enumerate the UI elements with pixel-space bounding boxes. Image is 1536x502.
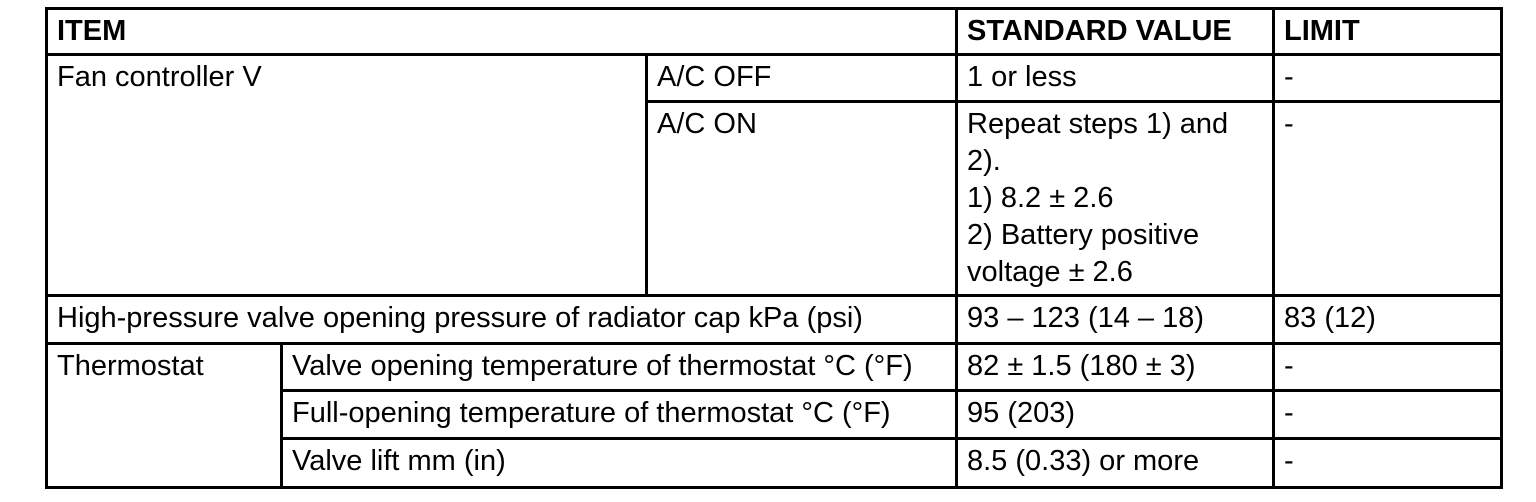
cell-thermostat-valve-opening-standard-value: 82 ± 1.5 (180 ± 3) <box>955 342 1275 392</box>
cell-thermostat-valve-lift-limit: - <box>1272 437 1503 489</box>
table-row-fan-controller-ac-off: Fan controller V A/C OFF 1 or less - <box>45 53 1503 297</box>
header-standard-value: STANDARD VALUE <box>955 7 1275 56</box>
header-item: ITEM <box>45 7 958 56</box>
cell-thermostat-item: Thermostat <box>45 342 283 489</box>
specification-table: ITEM STANDARD VALUE LIMIT Fan controller… <box>45 7 1503 489</box>
cell-thermostat-full-opening-standard-value: 95 (203) <box>955 389 1275 440</box>
cell-fan-controller-ac-off-standard-value: 1 or less <box>955 53 1275 103</box>
table-row-thermostat-valve-lift: Valve lift mm (in) 8.5 (0.33) or more - <box>47 437 1503 489</box>
cell-fan-controller-ac-on-standard-value: Repeat steps 1) and 2). 1) 8.2 ± 2.6 2) … <box>955 100 1275 297</box>
table-row-radiator-cap: High-pressure valve opening pressure of … <box>45 294 1503 345</box>
cell-radiator-cap-standard-value: 93 – 123 (14 – 18) <box>955 294 1275 345</box>
header-row: ITEM STANDARD VALUE LIMIT <box>45 7 1503 56</box>
cell-thermostat-full-opening-label: Full-opening temperature of thermostat °… <box>280 389 958 440</box>
cell-fan-controller-ac-on-limit: - <box>1272 100 1503 297</box>
cell-fan-controller-condition-ac-off: A/C OFF <box>645 53 958 103</box>
cell-radiator-cap-limit: 83 (12) <box>1272 294 1503 345</box>
cell-thermostat-valve-opening-limit: - <box>1272 342 1503 392</box>
table-row-thermostat-full-opening: Full-opening temperature of thermostat °… <box>47 389 1503 440</box>
cell-fan-controller-item: Fan controller V <box>45 53 648 297</box>
cell-thermostat-valve-opening-label: Valve opening temperature of thermostat … <box>280 342 958 392</box>
cell-fan-controller-condition-ac-on: A/C ON <box>645 100 958 297</box>
cell-fan-controller-ac-off-limit: - <box>1272 53 1503 103</box>
cell-thermostat-valve-lift-standard-value: 8.5 (0.33) or more <box>955 437 1275 489</box>
table-row-fan-controller-ac-on: A/C ON Repeat steps 1) and 2). 1) 8.2 ± … <box>47 100 1503 297</box>
table-row-thermostat-valve-opening: Thermostat Valve opening temperature of … <box>45 342 1503 489</box>
cell-thermostat-full-opening-limit: - <box>1272 389 1503 440</box>
cell-thermostat-valve-lift-label: Valve lift mm (in) <box>280 437 958 489</box>
cell-radiator-cap-item: High-pressure valve opening pressure of … <box>45 294 958 345</box>
header-limit: LIMIT <box>1272 7 1503 56</box>
